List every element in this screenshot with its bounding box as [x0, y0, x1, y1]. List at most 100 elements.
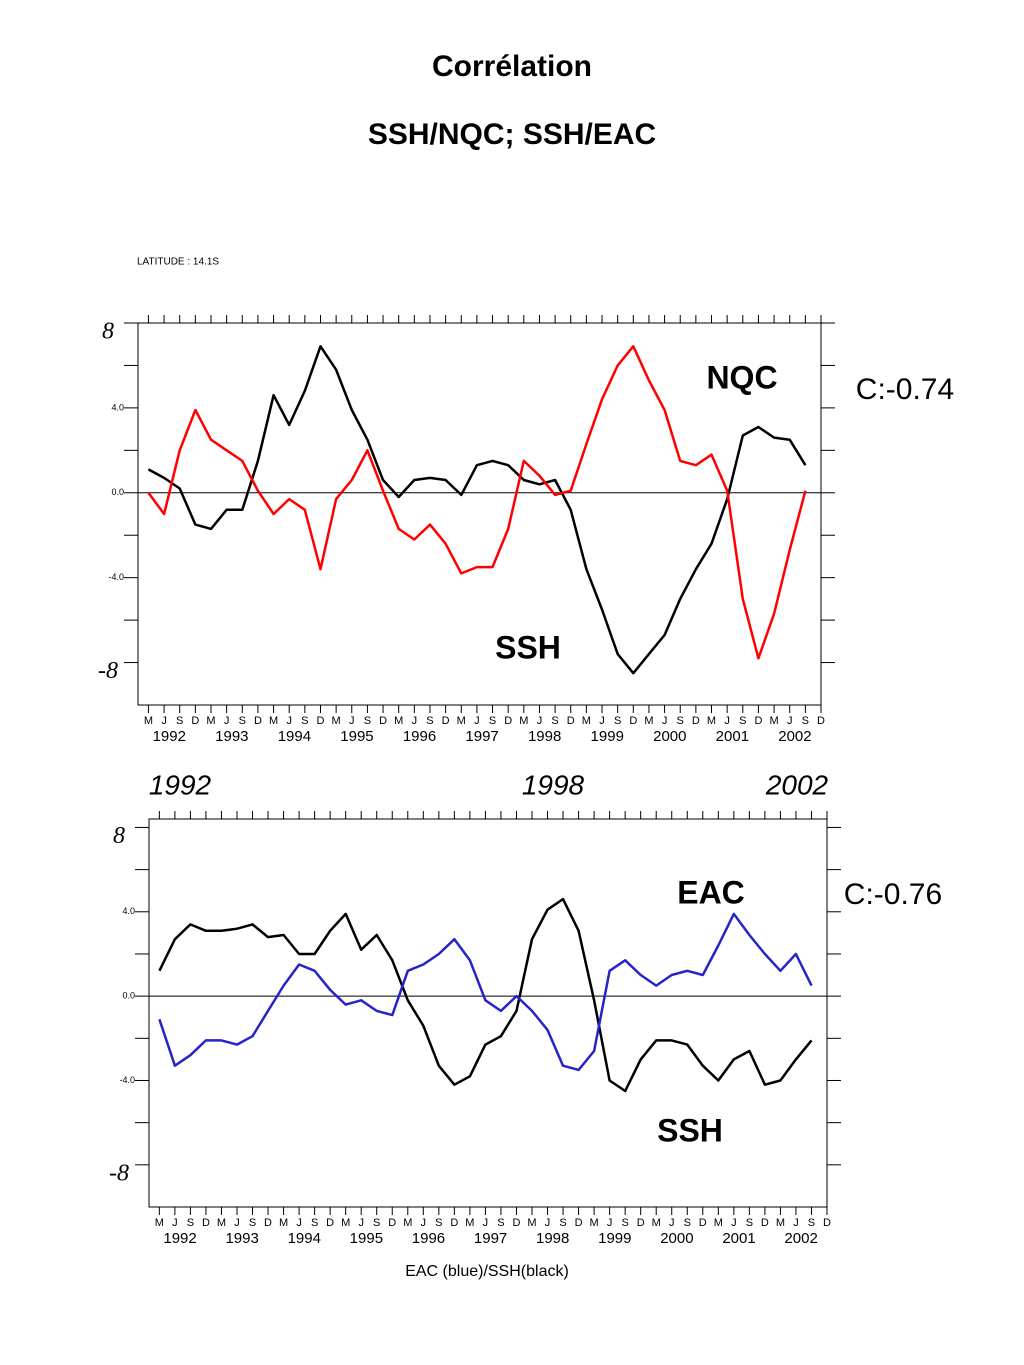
x-tick-label: S [249, 1217, 256, 1229]
x-tick-label: D [817, 715, 825, 727]
x-tick-label: D [512, 1217, 520, 1229]
x-tick-label: S [311, 1217, 318, 1229]
x-year-label: 1992 [153, 728, 186, 745]
x-tick-label: D [504, 715, 512, 727]
x-tick-label: M [769, 715, 778, 727]
x-year-label: 1996 [412, 1230, 445, 1247]
x-tick-label: D [823, 1217, 831, 1229]
x-year-label: 1994 [288, 1230, 321, 1247]
y-tick-label: 0.0 [122, 991, 135, 1001]
x-tick-label: J [724, 715, 730, 727]
x-tick-label: D [191, 715, 199, 727]
x-tick-label: M [707, 715, 716, 727]
annotation: C:-0.76 [844, 878, 942, 911]
x-year-label: 1999 [591, 728, 624, 745]
annotation: 2002 [765, 769, 829, 800]
x-tick-label: D [317, 715, 325, 727]
x-year-label: 2000 [660, 1230, 693, 1247]
x-tick-label: S [176, 715, 183, 727]
x-tick-label: M [714, 1217, 723, 1229]
x-tick-label: D [699, 1217, 707, 1229]
x-tick-label: S [746, 1217, 753, 1229]
x-tick-label: S [739, 715, 746, 727]
x-tick-label: D [761, 1217, 769, 1229]
x-year-label: 1999 [598, 1230, 631, 1247]
x-tick-label: S [621, 1217, 628, 1229]
x-tick-label: J [731, 1217, 737, 1229]
x-tick-label: J [349, 715, 355, 727]
page-subtitle: SSH/NQC; SSH/EAC [368, 118, 656, 151]
x-tick-label: M [403, 1217, 412, 1229]
x-tick-label: D [388, 1217, 396, 1229]
x-year-label: 2002 [784, 1230, 817, 1247]
x-tick-label: M [341, 1217, 350, 1229]
x-year-label: 1998 [536, 1230, 569, 1247]
y-tick-label: -8 [98, 658, 118, 684]
x-tick-label: M [465, 1217, 474, 1229]
y-tick-label: 4.0 [122, 906, 135, 916]
x-tick-label: J [599, 715, 605, 727]
x-tick-label: S [489, 715, 496, 727]
x-tick-label: J [296, 1217, 302, 1229]
annotation: C:-0.74 [856, 373, 954, 406]
x-tick-label: D [754, 715, 762, 727]
series-line [158, 912, 813, 1072]
page-title: Corrélation [432, 50, 592, 83]
annotation: 1998 [522, 769, 585, 800]
y-tick-label: 8 [102, 319, 114, 345]
x-tick-label: M [527, 1217, 536, 1229]
x-tick-label: J [172, 1217, 178, 1229]
x-tick-label: M [144, 715, 153, 727]
x-year-label: 1994 [278, 728, 311, 745]
x-year-label: 1996 [403, 728, 436, 745]
x-axis-label: EAC (blue)/SSH(black) [405, 1263, 569, 1280]
series-line [158, 897, 813, 1093]
series-line [147, 345, 807, 675]
x-tick-label: J [224, 715, 230, 727]
x-year-label: 1992 [163, 1230, 196, 1247]
x-tick-label: S [614, 715, 621, 727]
x-tick-label: S [364, 715, 371, 727]
x-tick-label: M [652, 1217, 661, 1229]
x-tick-label: S [551, 715, 558, 727]
x-tick-label: D [254, 715, 262, 727]
series-line [147, 345, 807, 660]
x-tick-label: S [187, 1217, 194, 1229]
series-label: SSH [495, 629, 561, 665]
x-tick-label: M [206, 715, 215, 727]
x-tick-label: M [582, 715, 591, 727]
x-year-label: 1993 [215, 728, 248, 745]
x-tick-label: D [326, 1217, 334, 1229]
x-tick-label: M [519, 715, 528, 727]
x-tick-label: M [590, 1217, 599, 1229]
y-tick-label: -4.0 [108, 572, 124, 582]
x-tick-label: S [301, 715, 308, 727]
x-tick-label: J [412, 715, 418, 727]
x-tick-label: D [629, 715, 637, 727]
x-tick-label: S [426, 715, 433, 727]
x-tick-label: S [802, 715, 809, 727]
x-tick-label: J [662, 715, 668, 727]
x-year-label: 2002 [778, 728, 811, 745]
x-tick-label: D [567, 715, 575, 727]
series-label: EAC [677, 874, 745, 910]
x-tick-label: D [379, 715, 387, 727]
x-tick-label: M [644, 715, 653, 727]
x-tick-label: D [264, 1217, 272, 1229]
x-year-label: 1995 [350, 1230, 383, 1247]
x-tick-label: J [286, 715, 292, 727]
x-tick-label: M [332, 715, 341, 727]
x-tick-label: S [559, 1217, 566, 1229]
x-tick-label: M [457, 715, 466, 727]
x-tick-label: M [279, 1217, 288, 1229]
x-year-label: 1993 [225, 1230, 258, 1247]
x-tick-label: J [545, 1217, 551, 1229]
x-tick-label: D [202, 1217, 210, 1229]
x-tick-label: J [421, 1217, 427, 1229]
x-tick-label: J [358, 1217, 364, 1229]
y-tick-label: 4.0 [111, 402, 124, 412]
x-tick-label: J [234, 1217, 240, 1229]
x-tick-label: M [155, 1217, 164, 1229]
y-tick-label: 0.0 [111, 487, 124, 497]
